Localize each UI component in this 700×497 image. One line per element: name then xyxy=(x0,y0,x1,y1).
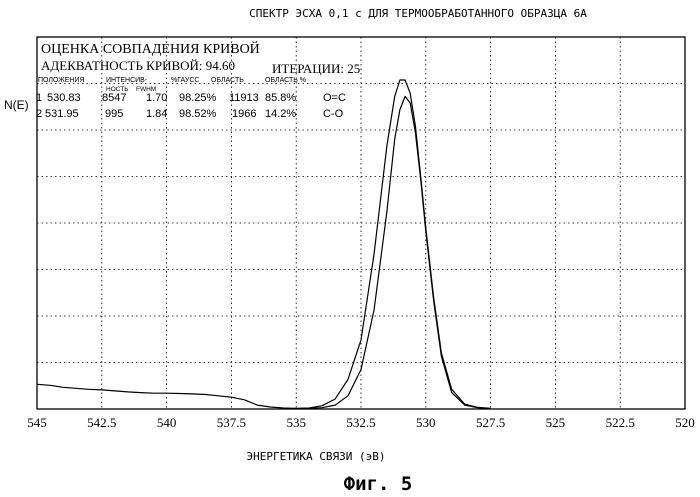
chart-title: СПЕКТР ЭСХА 0,1 с ДЛЯ ТЕРМООБРАБОТАННОГО… xyxy=(249,7,587,20)
figure-caption: Фиг. 5 xyxy=(344,473,413,495)
x-tick-label: 522.5 xyxy=(606,415,635,430)
peak-2-position: 531.95 xyxy=(45,108,79,120)
peak-2-intensity: 995 xyxy=(105,108,123,120)
peak-2-gauss: 98.52% xyxy=(179,108,217,120)
x-tick-label: 537.5 xyxy=(217,415,246,430)
col-header-area: ОБЛАСТЬ xyxy=(211,77,244,84)
x-tick-label: 525 xyxy=(546,415,566,430)
col-header-position: ПОЛОЖЕНИЯ xyxy=(38,77,85,84)
x-tick-label: 545 xyxy=(27,415,47,430)
x-tick-label: 530 xyxy=(416,415,436,430)
fit-info-panel: ОЦЕНКА СОВПАДЕНИЯ КРИВОЙ АДЕКВАТНОСТЬ КР… xyxy=(36,40,360,120)
peak-1-area: 11913 xyxy=(229,92,259,104)
peak-2-area-pct: 14.2% xyxy=(265,108,296,120)
peak-1-area-pct: 85.8% xyxy=(265,92,296,104)
peak-1-gauss: 98.25% xyxy=(179,92,217,104)
col-header-intensity: ИНТЕНСИВ- xyxy=(106,77,148,84)
peak-row-1: 1 530.83 8547 1.70 98.25% 11913 85.8% O=… xyxy=(36,92,346,104)
peak-row-2: 2 531.95 995 1.84 98.52% 1966 14.2% C-O xyxy=(36,108,344,120)
peak-1-num: 1 xyxy=(36,92,42,104)
series-line-envelope xyxy=(37,80,491,408)
x-tick-label: 532.5 xyxy=(346,415,375,430)
spectrum-curves xyxy=(37,80,491,409)
peak-1-intensity: 8547 xyxy=(102,92,126,104)
x-tick-labels: 545 542.5 540 537.5 535 532.5 530 527.5 525 522.5… xyxy=(27,415,695,430)
peak-2-area: 1966 xyxy=(232,108,256,120)
x-tick-label: 542.5 xyxy=(87,415,116,430)
x-tick-label: 540 xyxy=(157,415,177,430)
fit-heading: ОЦЕНКА СОВПАДЕНИЯ КРИВОЙ xyxy=(41,40,260,57)
col-header-gauss: %ГАУСС xyxy=(171,77,199,84)
grid-lines xyxy=(37,37,685,409)
x-tick-label: 520 xyxy=(675,415,695,430)
fit-iterations: ИТЕРАЦИИ: 25 xyxy=(272,61,360,76)
col-header-area-pct: ОБЛАСТЬ % xyxy=(265,77,306,84)
peak-2-fwhm: 1.84 xyxy=(146,108,167,120)
fit-adequacy: АДЕКВАТНОСТЬ КРИВОЙ: 94.60 xyxy=(41,58,235,73)
x-tick-label: 535 xyxy=(286,415,306,430)
x-axis-label: ЭНЕРГЕТИКА СВЯЗИ (эВ) xyxy=(246,450,385,463)
peak-2-num: 2 xyxy=(36,108,42,120)
peak-1-position: 530.83 xyxy=(47,92,81,104)
y-axis-label: N(E) xyxy=(4,98,29,112)
series-line-component xyxy=(296,96,490,408)
peak-1-fwhm: 1.70 xyxy=(146,92,167,104)
x-tick-label: 527.5 xyxy=(476,415,505,430)
peak-1-assignment: O=C xyxy=(323,92,346,104)
peak-2-assignment: C-O xyxy=(323,108,344,120)
